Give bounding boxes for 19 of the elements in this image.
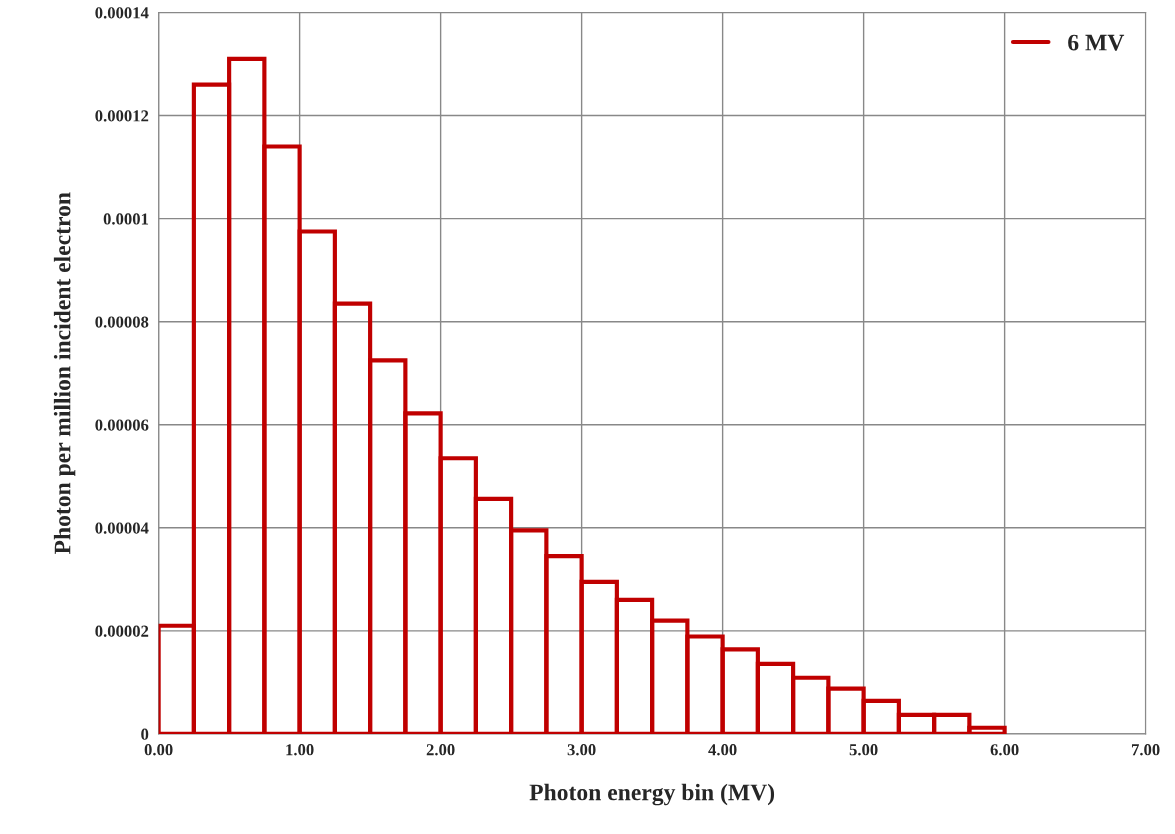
y-tick-label: 0.00012 [95, 110, 149, 122]
y-tick-label: 0.00014 [95, 7, 149, 19]
y-tick-label: 0.00004 [95, 522, 149, 534]
y-tick-label: 0.00008 [95, 316, 149, 328]
y-tick-label: 0.00006 [95, 419, 149, 431]
x-tick-label: 6.00 [990, 744, 1019, 756]
x-tick-label: 2.00 [426, 744, 455, 756]
x-tick-label: 5.00 [849, 744, 878, 756]
x-tick-label: 4.00 [708, 744, 737, 756]
x-tick-label: 7.00 [1131, 744, 1160, 756]
y-axis-title: Photon per million incident electron [53, 192, 76, 555]
legend-label: 6 MV [1068, 34, 1125, 51]
x-tick-label: 3.00 [567, 744, 596, 756]
x-tick-label: 1.00 [286, 744, 314, 756]
x-axis-title: Photon energy bin (MV) [529, 783, 775, 806]
x-tick-label: 0.00 [144, 744, 173, 756]
y-tick-label: 0 [141, 728, 149, 740]
y-tick-label: 0.00002 [95, 625, 149, 637]
y-tick-label: 0.0001 [103, 213, 149, 225]
